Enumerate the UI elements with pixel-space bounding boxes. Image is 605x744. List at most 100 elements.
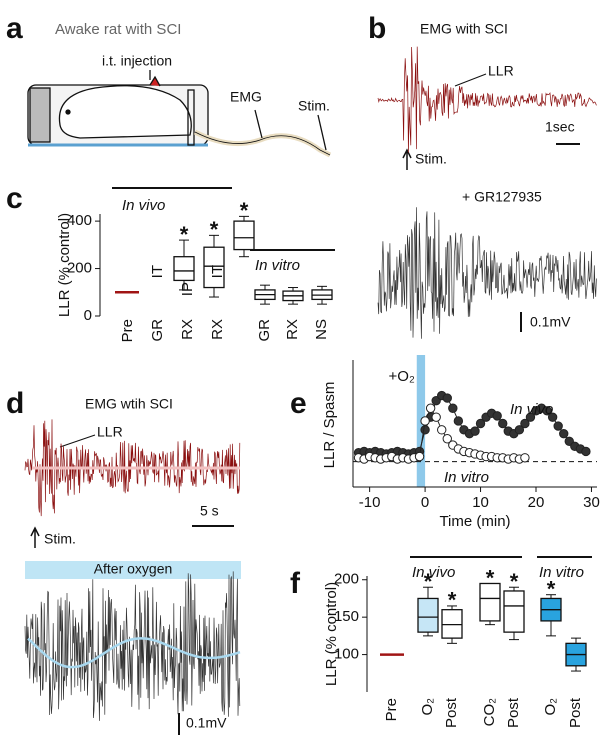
box <box>233 220 255 251</box>
y-tick-label: 200 <box>334 571 359 588</box>
box <box>203 246 225 289</box>
panel-label: f <box>290 567 301 600</box>
x-tick-label: GR <box>149 319 166 342</box>
scale-label: 0.1mV <box>186 715 227 731</box>
point <box>414 451 425 462</box>
x-tick-label: -10 <box>359 494 381 511</box>
point <box>425 403 436 413</box>
scale-label: 5 s <box>200 503 219 519</box>
point <box>520 418 530 429</box>
x-tick-label: 20 <box>528 494 545 511</box>
y-axis-label: LLR (% control) <box>56 213 73 317</box>
box <box>173 256 195 282</box>
annotation: EMG <box>230 89 262 105</box>
point <box>498 418 508 429</box>
x-tick-label: Post <box>443 697 460 728</box>
group-label: In vitro <box>255 257 300 274</box>
point <box>442 393 452 403</box>
panel-label: d <box>6 387 24 420</box>
significance-marker: * <box>424 569 433 594</box>
series-label: In vitro <box>444 469 489 486</box>
scale-label: 1sec <box>545 119 575 135</box>
x-tick-label: O₂ <box>542 698 559 716</box>
x-tick-label: Pre <box>383 698 400 721</box>
x-tick-sublabel: IT <box>149 265 166 278</box>
significance-marker: * <box>510 569 519 594</box>
panel-title: Awake rat with SCI <box>55 21 181 38</box>
panel-label: b <box>368 12 386 45</box>
panel-label: a <box>6 12 23 45</box>
significance-marker: * <box>547 577 556 602</box>
box <box>417 597 439 633</box>
x-tick-sublabel: IT <box>209 265 226 278</box>
annotation: Stim. <box>44 531 76 547</box>
point <box>420 425 430 435</box>
x-tick-label: RX <box>179 319 196 340</box>
x-tick-label: Pre <box>119 319 136 342</box>
box <box>479 582 501 622</box>
y-axis-label: LLR (% control) <box>323 582 340 686</box>
point <box>453 416 464 426</box>
significance-marker: * <box>486 565 495 590</box>
x-tick-label: O₂ <box>419 698 436 716</box>
point <box>542 406 552 416</box>
x-tick-label: 30 <box>583 494 600 511</box>
x-tick-label: GR <box>256 319 273 342</box>
x-tick-label: 10 <box>472 494 489 511</box>
x-tick-label: RX <box>284 319 301 340</box>
stim-arrow <box>402 148 412 170</box>
group-label: In vitro <box>539 564 584 581</box>
x-tick-label: Post <box>567 697 584 728</box>
significance-marker: * <box>210 217 219 242</box>
annotation: i.t. injection <box>102 53 172 69</box>
x-tick-label: NS <box>313 319 330 340</box>
box <box>441 609 463 639</box>
pointer <box>454 73 487 87</box>
significance-marker: * <box>240 198 249 223</box>
annotation: Stim. <box>298 98 330 114</box>
annotation: LLR <box>488 63 514 79</box>
box <box>503 590 525 633</box>
point <box>559 428 569 439</box>
significance-marker: * <box>180 222 189 247</box>
x-tick-label: CO₂ <box>481 698 498 727</box>
y-tick-label: 150 <box>334 608 359 625</box>
group-label: In vivo <box>122 197 165 214</box>
point <box>581 446 591 457</box>
point <box>520 453 530 463</box>
scale-label: 0.1mV <box>530 314 571 330</box>
annotation: + GR127935 <box>462 189 542 205</box>
x-tick-label: 0 <box>421 494 429 511</box>
filtered-trace <box>27 637 241 669</box>
point <box>553 421 563 431</box>
stim-arrow <box>30 526 40 548</box>
emg-trace <box>24 419 241 517</box>
emg-trace <box>377 46 597 153</box>
panel-label: e <box>290 387 307 420</box>
oxygen-bar <box>25 561 241 579</box>
panel-title: EMG wtih SCI <box>85 396 173 412</box>
rat-illustration <box>27 70 332 158</box>
y-tick-label: 200 <box>67 260 92 277</box>
panel-label: c <box>6 182 23 215</box>
point <box>470 426 480 436</box>
emg-trace <box>24 571 241 721</box>
point <box>431 412 441 422</box>
point <box>475 418 486 429</box>
x-tick-label: Post <box>505 697 522 728</box>
point <box>437 425 447 435</box>
x-tick-label: RX <box>209 319 226 340</box>
series-label: In vivo <box>510 401 553 418</box>
annotation: LLR <box>97 424 123 440</box>
group-label: In vivo <box>412 564 455 581</box>
point <box>514 425 525 435</box>
annotation: After oxygen <box>94 561 173 577</box>
point <box>420 416 430 426</box>
significance-marker: * <box>448 588 457 613</box>
x-axis-label: Time (min) <box>439 513 510 530</box>
y-tick-label: 0 <box>84 307 92 324</box>
pointer <box>59 434 96 448</box>
emg-trace <box>377 207 597 339</box>
point <box>442 434 452 444</box>
